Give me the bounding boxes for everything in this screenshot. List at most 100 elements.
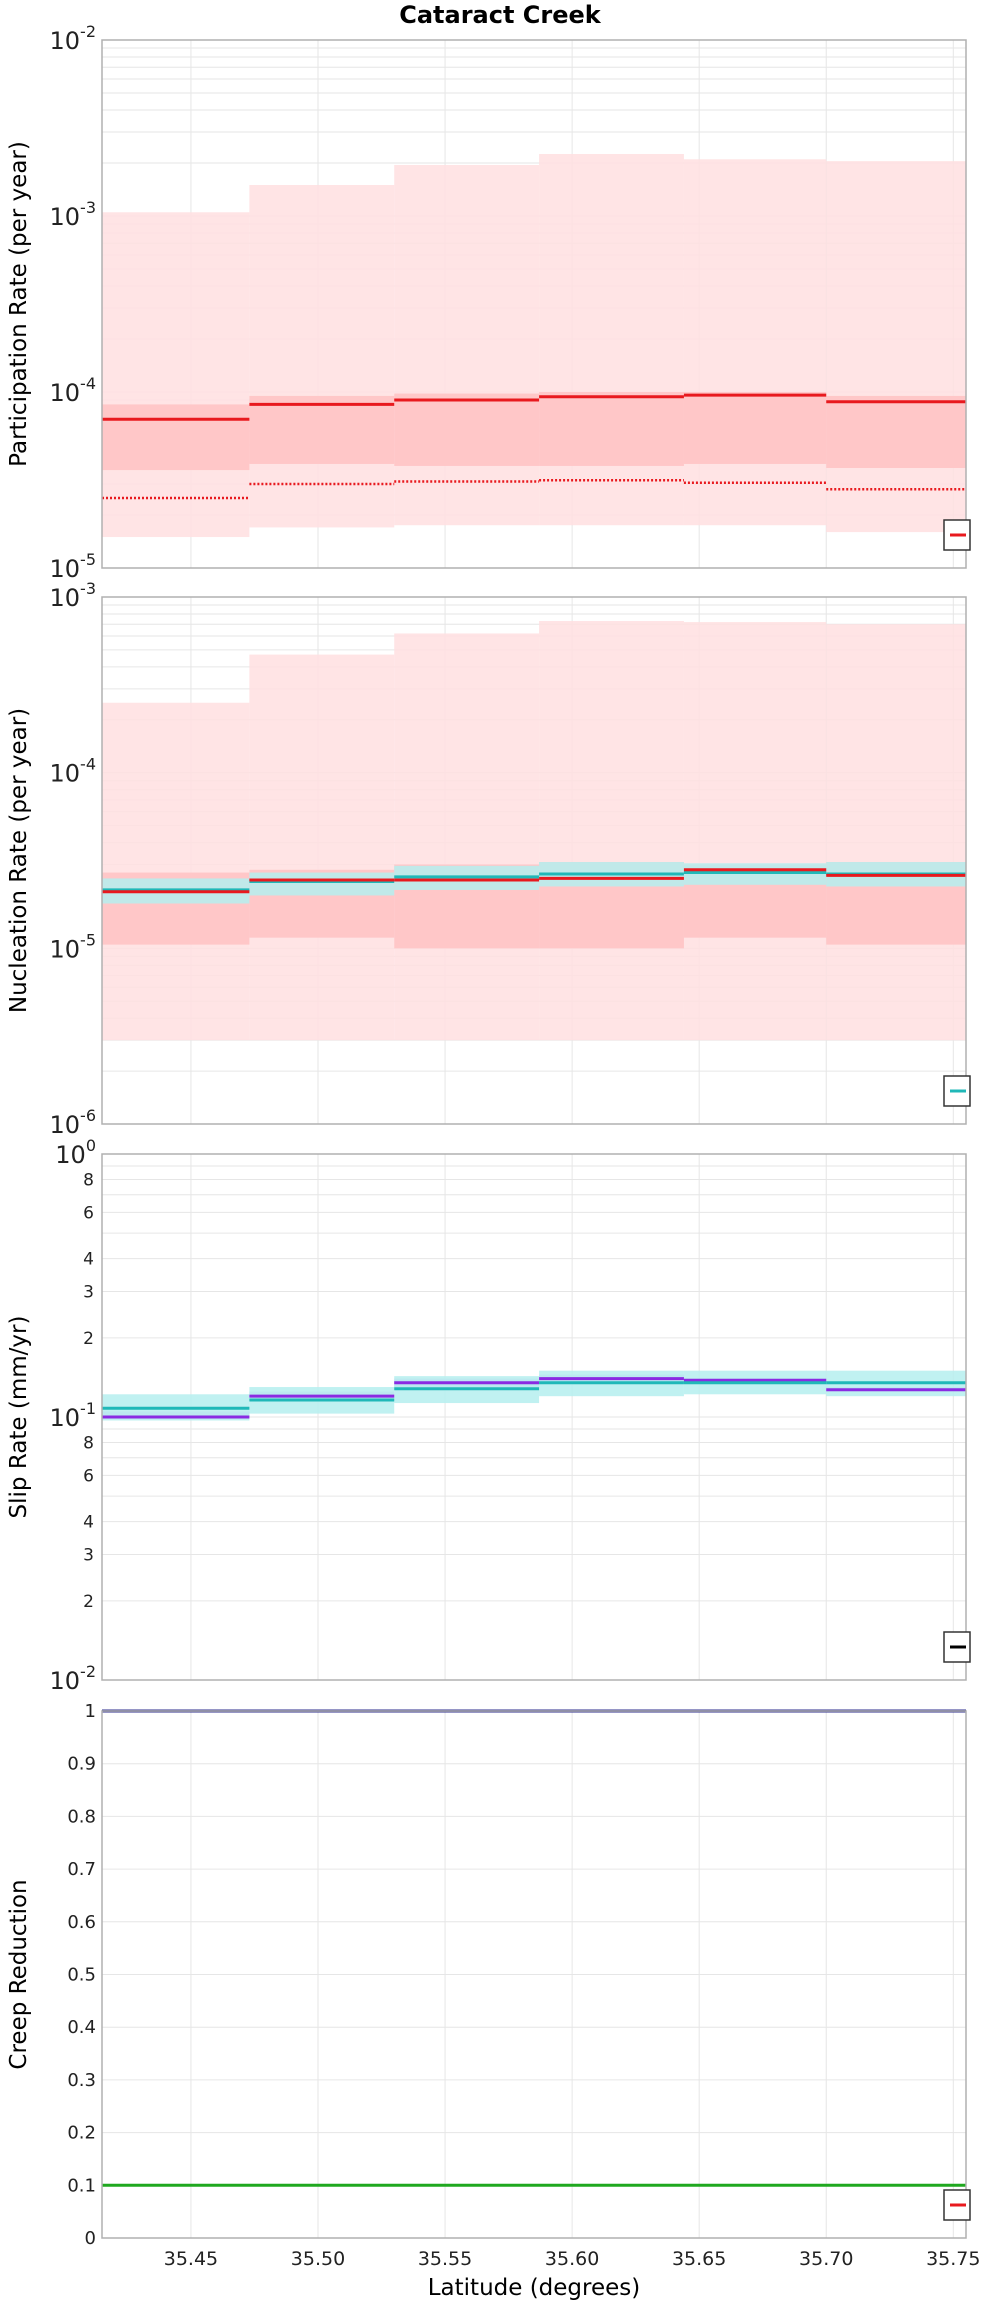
y-tick-base: 10 xyxy=(50,1111,81,1139)
y-tick-base: 10 xyxy=(50,760,81,788)
y-tick-label: 10-5 xyxy=(50,930,97,963)
legend xyxy=(943,1631,971,1663)
band-segment xyxy=(394,164,540,526)
band-segment xyxy=(826,395,966,468)
y-tick-label: 0.9 xyxy=(67,1754,96,1775)
band-segment xyxy=(683,622,827,1041)
y-tick-exponent: -5 xyxy=(80,550,96,569)
legend xyxy=(943,519,971,551)
band-segment xyxy=(539,621,684,1041)
y-tick-label: 0.2 xyxy=(67,2123,96,2144)
y-tick-label: 4 xyxy=(83,1513,94,1533)
band-segment xyxy=(249,872,395,896)
band-segment xyxy=(102,702,250,1041)
y-tick-label: 2 xyxy=(83,1592,94,1612)
y-tick-label: 0.5 xyxy=(67,1965,96,1986)
x-tick-label: 35.75 xyxy=(926,2248,980,2270)
y-tick-label: 1 xyxy=(85,1701,96,1722)
y-tick-label: 8 xyxy=(83,1170,94,1190)
y-tick-exponent: -3 xyxy=(80,579,96,598)
y-tick-label: 4 xyxy=(83,1250,94,1270)
plot-frame xyxy=(101,1710,967,2239)
plot-frame xyxy=(101,39,967,569)
band-segment xyxy=(249,395,395,464)
y-tick-label: 2 xyxy=(83,1329,94,1349)
y-axis-label: Slip Rate (mm/yr) xyxy=(6,1316,32,1519)
x-tick-label: 35.50 xyxy=(291,2248,345,2270)
plot-frame xyxy=(101,596,967,1125)
band-segment xyxy=(102,404,250,471)
y-tick-base: 10 xyxy=(50,379,81,407)
y-tick-label: 6 xyxy=(83,1466,94,1486)
y-tick-label: 3 xyxy=(83,1283,94,1303)
y-tick-base: 10 xyxy=(50,1404,81,1432)
band-segment xyxy=(683,392,827,464)
y-tick-label: 0 xyxy=(85,2228,96,2249)
y-tick-base: 10 xyxy=(50,935,81,963)
y-tick-label: 0.6 xyxy=(67,1912,96,1933)
y-tick-base: 10 xyxy=(50,555,81,583)
y-tick-exponent: -1 xyxy=(80,1399,96,1418)
y-tick-label: 0.8 xyxy=(67,1806,96,1827)
x-tick-label: 35.45 xyxy=(164,2248,218,2270)
y-tick-label: 10-3 xyxy=(50,198,97,231)
y-tick-label: 10-1 xyxy=(50,1399,97,1432)
band-segment xyxy=(394,633,540,1041)
y-axis-label: Nucleation Rate (per year) xyxy=(6,708,32,1013)
legend xyxy=(943,2189,971,2221)
y-tick-base: 10 xyxy=(50,27,81,55)
band-segment xyxy=(102,212,250,538)
y-tick-base: 10 xyxy=(55,1141,86,1169)
band-segment xyxy=(826,161,966,533)
y-tick-label: 10-2 xyxy=(50,1662,97,1695)
y-tick-exponent: -2 xyxy=(80,22,96,41)
y-tick-label: 6 xyxy=(83,1203,94,1223)
y-axis-label: Creep Reduction xyxy=(6,1879,32,2069)
band-segment xyxy=(826,624,966,1041)
x-axis-label: Latitude (degrees) xyxy=(428,2275,641,2300)
plot-frame xyxy=(101,1153,967,1681)
y-tick-label: 10-5 xyxy=(50,550,97,583)
x-tick-label: 35.65 xyxy=(672,2248,726,2270)
band-segment xyxy=(539,392,684,466)
x-tick-label: 35.55 xyxy=(418,2248,472,2270)
y-tick-exponent: -3 xyxy=(80,198,96,217)
y-tick-label: 10-3 xyxy=(50,579,97,612)
y-tick-label: 0.1 xyxy=(67,2175,96,2196)
y-tick-exponent: -4 xyxy=(80,374,96,393)
y-axis-label: Participation Rate (per year) xyxy=(6,141,32,467)
legend xyxy=(943,1075,971,1107)
y-tick-base: 10 xyxy=(50,584,81,612)
y-tick-label: 0.7 xyxy=(67,1859,96,1880)
band-segment xyxy=(249,185,395,528)
y-tick-label: 3 xyxy=(83,1546,94,1566)
y-tick-label: 10-4 xyxy=(50,755,97,788)
y-tick-base: 10 xyxy=(50,1667,81,1695)
creep-reduction-panel: 0 0.1 0.2 0.3 0.4 0.5 0.6 0.7 0.8 0.9 1 35.45 35.50 3… xyxy=(6,1701,980,2300)
y-tick-label: 100 xyxy=(55,1136,96,1169)
y-tick-label: 0.4 xyxy=(67,2017,96,2038)
y-tick-exponent: -6 xyxy=(80,1106,96,1125)
y-tick-label: 0.3 xyxy=(67,2070,96,2091)
y-tick-label: 10-6 xyxy=(50,1106,97,1139)
chart-title: Cataract Creek xyxy=(399,1,602,29)
y-tick-label: 8 xyxy=(83,1433,94,1453)
band-segment xyxy=(394,393,540,466)
x-tick-label: 35.60 xyxy=(545,2248,599,2270)
y-tick-base: 10 xyxy=(50,203,81,231)
y-tick-exponent: -4 xyxy=(80,755,96,774)
y-tick-exponent: 0 xyxy=(86,1136,96,1155)
band-segment xyxy=(683,159,827,526)
band-segment xyxy=(249,654,395,1041)
y-tick-exponent: -5 xyxy=(80,930,96,949)
y-tick-exponent: -2 xyxy=(80,1662,96,1681)
y-tick-label: 10-2 xyxy=(50,22,97,55)
band-segment xyxy=(539,154,684,526)
y-tick-label: 10-4 xyxy=(50,374,97,407)
x-tick-label: 35.70 xyxy=(799,2248,853,2270)
